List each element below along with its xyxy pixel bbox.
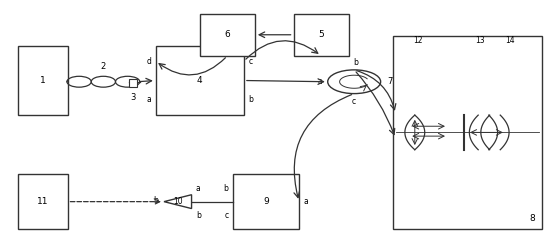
Bar (393, 36, 542, 229)
Text: b: b (153, 196, 158, 205)
Text: a: a (196, 184, 201, 193)
Text: b: b (353, 58, 358, 67)
Text: 1: 1 (40, 76, 45, 85)
Bar (18, 174, 68, 229)
Text: a: a (304, 197, 308, 206)
Text: 5: 5 (318, 30, 324, 39)
Text: b: b (224, 184, 228, 192)
Text: 2: 2 (101, 62, 106, 71)
Text: 7: 7 (387, 77, 393, 86)
Text: a: a (317, 77, 322, 86)
Text: a: a (147, 96, 151, 104)
Bar (18, 46, 68, 115)
Text: d: d (146, 56, 151, 66)
Bar (129, 79, 137, 87)
Text: 12: 12 (413, 36, 422, 46)
Text: b: b (248, 96, 253, 104)
Bar (200, 14, 255, 56)
Text: 6: 6 (224, 30, 230, 39)
Text: c: c (352, 96, 356, 106)
Text: 9: 9 (263, 197, 269, 206)
Text: c: c (248, 56, 253, 66)
Text: c: c (224, 211, 228, 220)
Text: 14: 14 (505, 36, 515, 46)
Text: 10: 10 (173, 197, 183, 206)
Bar (233, 174, 299, 229)
Bar (156, 46, 244, 115)
Text: 4: 4 (197, 76, 203, 85)
Text: 8: 8 (529, 214, 535, 224)
Text: b: b (196, 210, 201, 220)
Text: 3: 3 (130, 93, 136, 102)
Text: 11: 11 (37, 197, 49, 206)
Bar (294, 14, 348, 56)
Text: 13: 13 (475, 36, 485, 46)
